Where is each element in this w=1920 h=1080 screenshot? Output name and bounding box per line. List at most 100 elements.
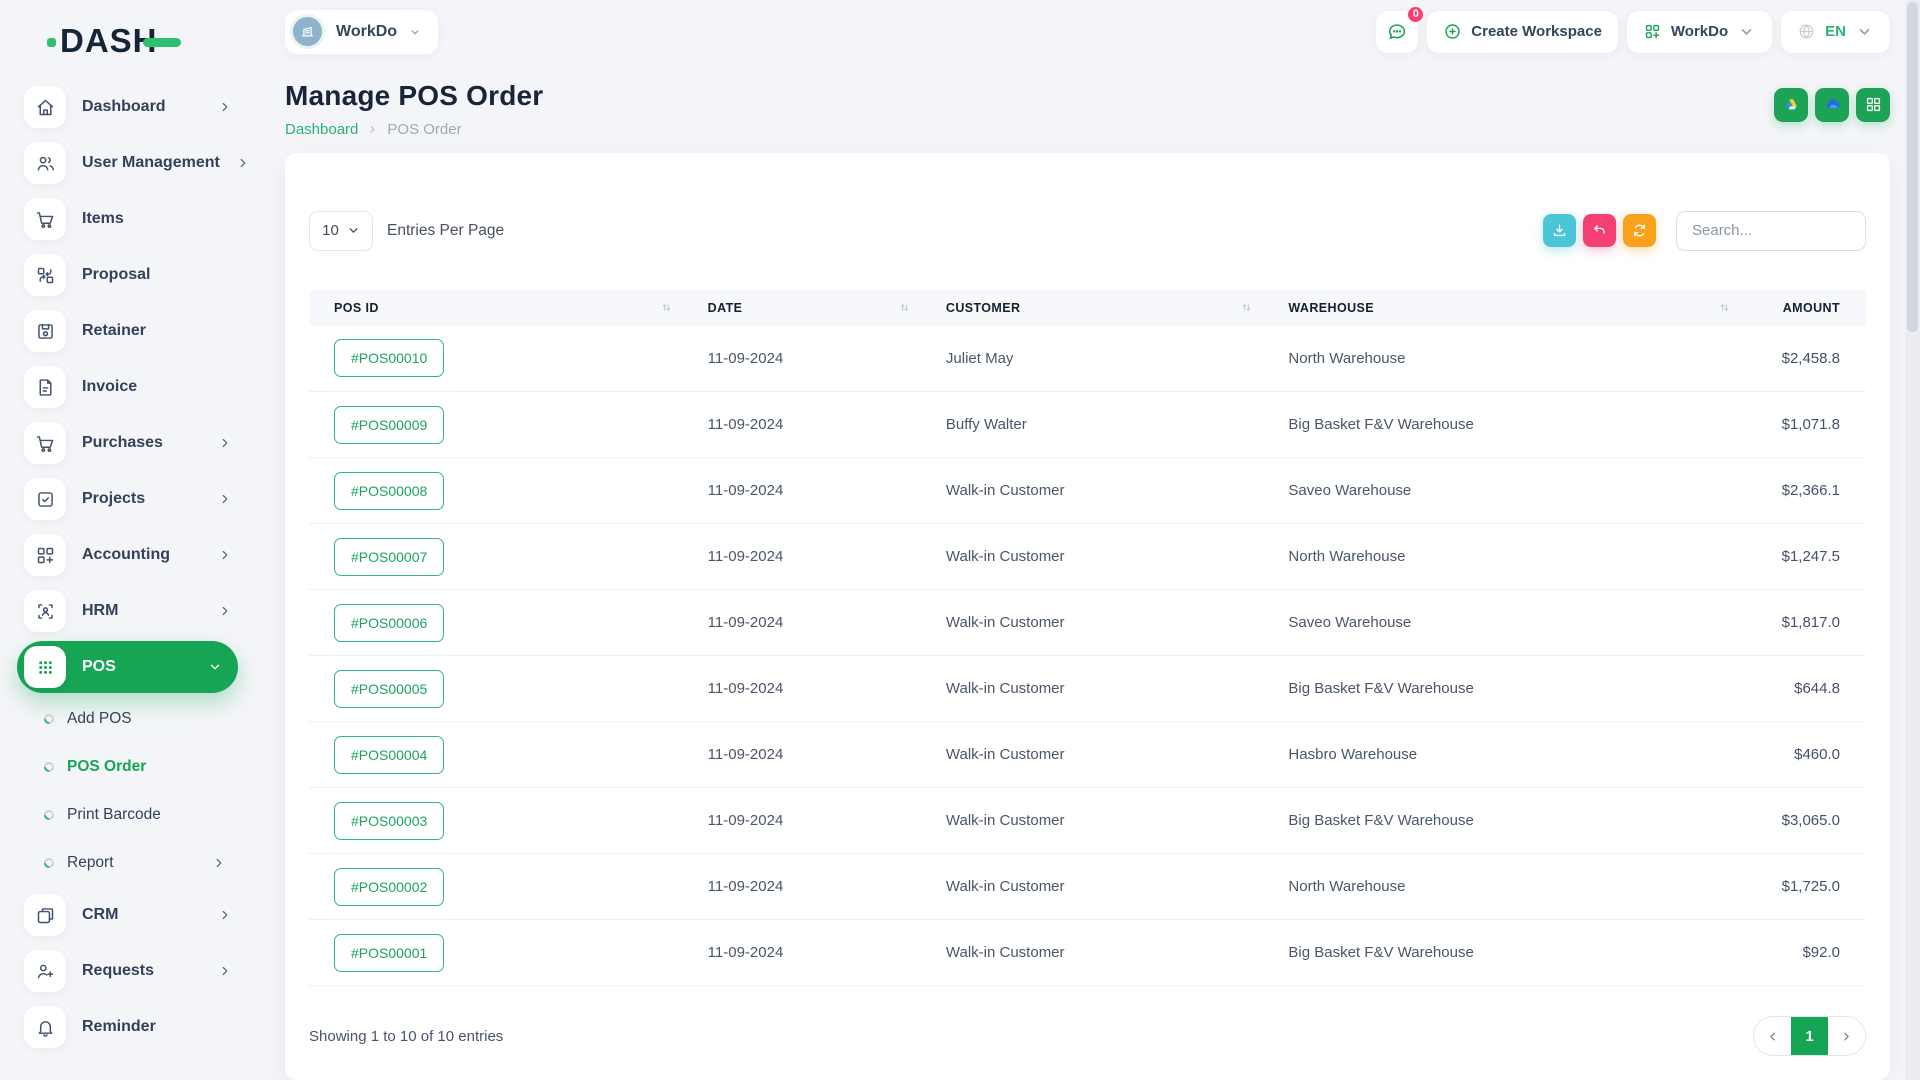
building-icon	[298, 22, 317, 41]
date-cell: 11-09-2024	[683, 326, 921, 392]
pos-id-badge[interactable]: #POS00009	[334, 406, 444, 444]
workspace-name: WorkDo	[336, 23, 397, 41]
entries-per-page-select[interactable]: 10	[309, 211, 373, 251]
sidebar-item-hrm[interactable]: HRM	[14, 583, 250, 639]
amount-cell: $460.0	[1741, 722, 1866, 788]
topbar-actions: 0 Create Workspace WorkDo EN	[1376, 11, 1890, 53]
pos-id-badge[interactable]: #POS00006	[334, 604, 444, 642]
bell-icon	[24, 1006, 66, 1048]
pagination-page-1-button[interactable]: 1	[1791, 1017, 1828, 1055]
table-row: #POS00010 11-09-2024 Juliet May North Wa…	[309, 326, 1866, 392]
table-row: #POS00002 11-09-2024 Walk-in Customer No…	[309, 854, 1866, 920]
sidebar-item-label: Items	[82, 210, 124, 228]
sidebar-item-proposal[interactable]: Proposal	[14, 247, 250, 303]
workspace-switcher[interactable]: WorkDo	[285, 10, 438, 54]
sidebar-item-label: CRM	[82, 906, 118, 924]
column-header-customer[interactable]: CUSTOMER	[921, 290, 1264, 326]
pos-order-table: POS ID DATE CUSTOMER WAREHOUSE AMOUNT #P…	[309, 290, 1866, 987]
page-header: Manage POS Order Dashboard POS Order	[285, 80, 1890, 138]
refresh-icon	[1631, 222, 1648, 239]
sidebar-subitem-print-barcode[interactable]: Print Barcode	[14, 791, 250, 839]
export-download-button[interactable]	[1543, 214, 1576, 247]
page-scrollbar[interactable]	[1905, 0, 1920, 1080]
reset-button[interactable]	[1583, 214, 1616, 247]
pos-id-badge[interactable]: #POS00010	[334, 339, 444, 377]
pos-id-badge[interactable]: #POS00007	[334, 538, 444, 576]
table-row: #POS00009 11-09-2024 Buffy Walter Big Ba…	[309, 392, 1866, 458]
pagination-next-button[interactable]	[1828, 1017, 1865, 1055]
pos-id-cell: #POS00004	[309, 722, 683, 788]
pos-grid-dots-icon	[24, 646, 66, 688]
chevron-down-icon	[1737, 22, 1756, 41]
sidebar-item-label: User Management	[82, 154, 220, 172]
pos-id-badge[interactable]: #POS00005	[334, 670, 444, 708]
amount-cell: $1,071.8	[1741, 392, 1866, 458]
grid-view-button[interactable]	[1856, 88, 1890, 122]
workspace-menu-button[interactable]: WorkDo	[1627, 11, 1772, 53]
column-header-pos-id[interactable]: POS ID	[309, 290, 683, 326]
column-label: AMOUNT	[1783, 301, 1840, 315]
date-cell: 11-09-2024	[683, 458, 921, 524]
grid-plus-icon	[24, 534, 66, 576]
column-header-warehouse[interactable]: WAREHOUSE	[1263, 290, 1741, 326]
sidebar-subitem-pos-order[interactable]: POS Order	[14, 743, 250, 791]
table-row: #POS00008 11-09-2024 Walk-in Customer Sa…	[309, 458, 1866, 524]
messages-button[interactable]: 0	[1376, 11, 1418, 53]
logo-accent-dash-icon	[143, 38, 181, 47]
scrollbar-thumb[interactable]	[1907, 2, 1918, 332]
pos-id-badge[interactable]: #POS00003	[334, 802, 444, 840]
sidebar-item-crm[interactable]: CRM	[14, 887, 250, 943]
grid-plus-icon	[1643, 22, 1662, 41]
pos-id-badge[interactable]: #POS00002	[334, 868, 444, 906]
pos-id-cell: #POS00003	[309, 788, 683, 854]
warehouse-cell: Big Basket F&V Warehouse	[1263, 920, 1741, 986]
customer-cell: Walk-in Customer	[921, 458, 1264, 524]
pos-id-badge[interactable]: #POS00001	[334, 934, 444, 972]
search-input[interactable]	[1676, 211, 1866, 251]
sidebar-item-pos[interactable]: POS	[17, 641, 238, 693]
language-selector[interactable]: EN	[1781, 11, 1890, 53]
column-header-amount[interactable]: AMOUNT	[1741, 290, 1866, 326]
create-workspace-button[interactable]: Create Workspace	[1427, 11, 1618, 53]
sidebar-item-invoice[interactable]: Invoice	[14, 359, 250, 415]
date-cell: 11-09-2024	[683, 524, 921, 590]
sidebar-item-accounting[interactable]: Accounting	[14, 527, 250, 583]
table-controls: 10 Entries Per Page	[309, 211, 1866, 251]
sidebar-subitem-label: Add POS	[67, 710, 132, 728]
sidebar-subitem-add-pos[interactable]: Add POS	[14, 695, 250, 743]
column-label: DATE	[708, 301, 743, 315]
sidebar-subitem-label: Report	[67, 854, 114, 872]
table-header-row: POS ID DATE CUSTOMER WAREHOUSE AMOUNT	[309, 290, 1866, 326]
pagination-prev-button[interactable]	[1754, 1017, 1791, 1055]
user-scan-icon	[24, 590, 66, 632]
amount-cell: $2,458.8	[1741, 326, 1866, 392]
pos-id-badge[interactable]: #POS00004	[334, 736, 444, 774]
pos-id-badge[interactable]: #POS00008	[334, 472, 444, 510]
sidebar-item-user-management[interactable]: User Management	[14, 135, 250, 191]
sidebar-item-purchases[interactable]: Purchases	[14, 415, 250, 471]
warehouse-cell: Saveo Warehouse	[1263, 458, 1741, 524]
breadcrumb-dashboard-link[interactable]: Dashboard	[285, 121, 358, 138]
brand-logo[interactable]: DASH	[47, 24, 250, 57]
column-header-date[interactable]: DATE	[683, 290, 921, 326]
customer-cell: Walk-in Customer	[921, 722, 1264, 788]
column-label: CUSTOMER	[946, 301, 1021, 315]
sidebar-item-projects[interactable]: Projects	[14, 471, 250, 527]
refresh-button[interactable]	[1623, 214, 1656, 247]
chevron-right-icon	[218, 100, 232, 114]
warehouse-cell: North Warehouse	[1263, 524, 1741, 590]
sidebar-item-items[interactable]: Items	[14, 191, 250, 247]
onedrive-button[interactable]	[1815, 88, 1849, 122]
sort-icon	[1240, 301, 1253, 314]
sidebar-item-requests[interactable]: Requests	[14, 943, 250, 999]
sidebar-subitem-label: POS Order	[67, 758, 146, 776]
sidebar-subitem-report[interactable]: Report	[14, 839, 250, 887]
chat-bubble-icon	[1386, 21, 1408, 43]
sidebar-item-dashboard[interactable]: Dashboard	[14, 79, 250, 135]
chevron-left-icon	[1766, 1030, 1779, 1043]
google-drive-button[interactable]	[1774, 88, 1808, 122]
sidebar-item-reminder[interactable]: Reminder	[14, 999, 250, 1055]
sidebar-item-retainer[interactable]: Retainer	[14, 303, 250, 359]
chevron-down-icon	[347, 224, 360, 237]
warehouse-cell: North Warehouse	[1263, 326, 1741, 392]
